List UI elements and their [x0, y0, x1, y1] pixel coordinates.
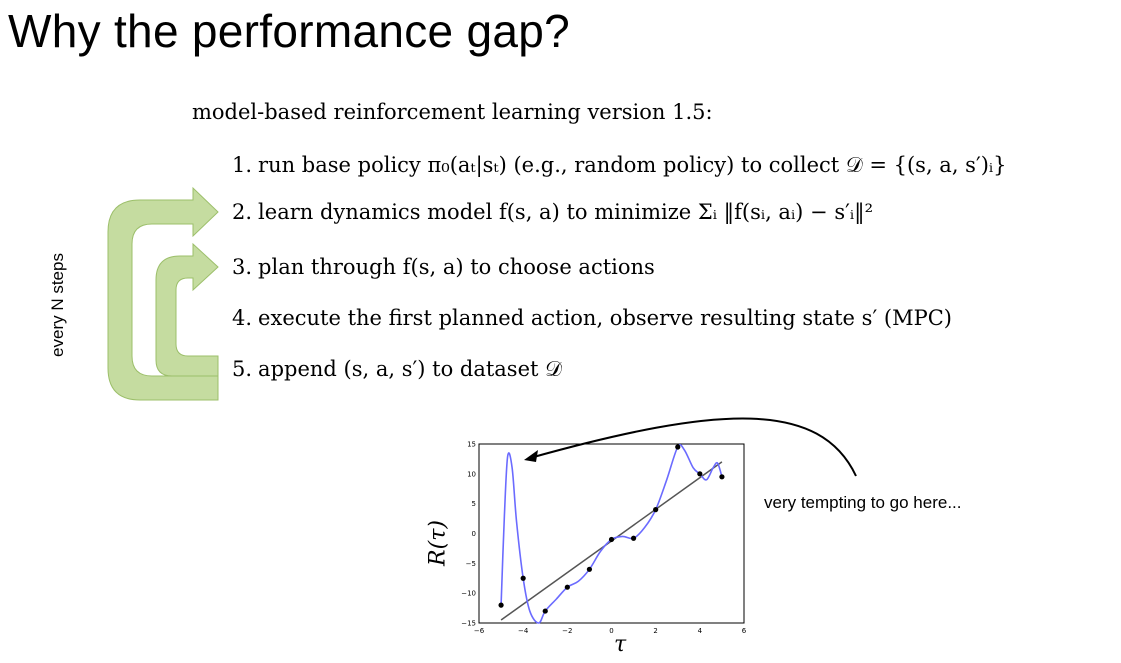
- step-1: 1. run base policy π₀(aₜ|sₜ) (e.g., rando…: [232, 153, 1007, 178]
- data-point: [630, 535, 637, 541]
- step-text: run base policy π₀(aₜ|sₜ) (e.g., random …: [258, 153, 1007, 177]
- step-5: 5. append (s, a, s′) to dataset 𝒟: [232, 357, 562, 382]
- data-point: [608, 536, 615, 543]
- step-4: 4. execute the first planned action, obse…: [232, 306, 952, 330]
- step-number: 1.: [232, 153, 253, 177]
- annotation-arrowhead: [524, 450, 538, 462]
- data-point: [719, 474, 725, 480]
- x-tick-label: −4: [518, 627, 529, 635]
- plot-frame: [478, 443, 745, 624]
- x-axis-label: τ: [614, 632, 627, 657]
- step-number: 4.: [232, 306, 253, 330]
- y-tick-label: −5: [466, 560, 476, 568]
- step-number: 2.: [232, 200, 253, 224]
- y-axis-label: R(τ): [425, 520, 451, 566]
- y-tick-label: 15: [467, 441, 476, 449]
- y-tick-label: 0: [472, 530, 476, 538]
- step-text: execute the first planned action, observ…: [258, 306, 952, 330]
- step-3: 3. plan through f(s, a) to choose actions: [232, 255, 655, 279]
- step-text: learn dynamics model f(s, a) to minimize…: [258, 200, 874, 224]
- step-text: plan through f(s, a) to choose actions: [258, 255, 655, 279]
- step-number: 5.: [232, 357, 253, 381]
- y-tick-label: 5: [472, 500, 476, 508]
- annotation-text: very tempting to go here...: [764, 493, 962, 512]
- step-2: 2. learn dynamics model f(s, a) to minimi…: [232, 200, 873, 224]
- x-tick-label: 6: [742, 627, 747, 635]
- data-point: [520, 575, 526, 581]
- data-point: [653, 507, 659, 513]
- data-point: [498, 602, 504, 608]
- page-title: Why the performance gap?: [8, 5, 571, 57]
- intro-text: model-based reinforcement learning versi…: [192, 100, 713, 124]
- data-point: [564, 584, 570, 590]
- x-tick-label: 0: [609, 627, 613, 635]
- inner-loop-arrow: [155, 242, 219, 377]
- data-point: [586, 566, 593, 572]
- y-tick-label: −10: [461, 590, 476, 598]
- annotation-arrow: [529, 417, 857, 477]
- x-tick-label: 2: [653, 627, 657, 635]
- step-text: append (s, a, s′) to dataset 𝒟: [258, 357, 562, 381]
- data-point: [542, 608, 548, 614]
- y-tick-label: −15: [461, 620, 476, 628]
- y-tick-label: 10: [467, 470, 476, 478]
- x-tick-label: 4: [698, 627, 703, 635]
- step-number: 3.: [232, 255, 253, 279]
- overfit-curve: [500, 444, 723, 624]
- outer-loop-arrow: [107, 186, 219, 401]
- data-point: [697, 471, 703, 477]
- data-point: [675, 444, 681, 450]
- x-tick-label: −2: [562, 627, 572, 635]
- x-tick-label: −6: [474, 627, 485, 635]
